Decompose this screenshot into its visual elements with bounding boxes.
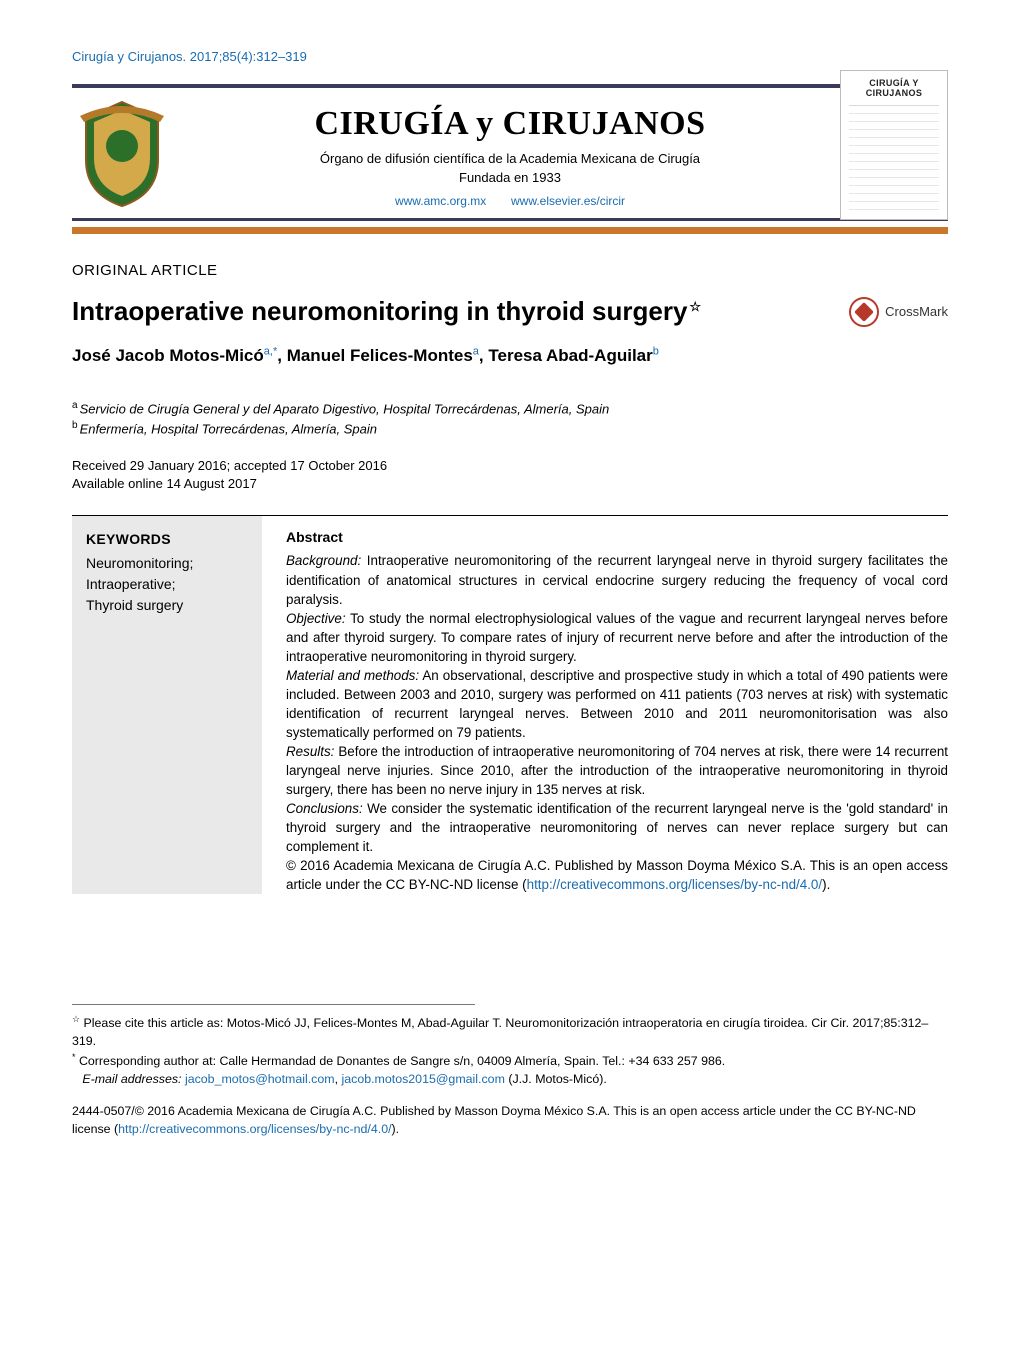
journal-link-1[interactable]: www.amc.org.mx [395, 194, 486, 208]
footnote-star-icon: ☆ [72, 1014, 80, 1024]
footnote-emails: E-mail addresses: jacob_motos@hotmail.co… [72, 1071, 948, 1089]
keywords-heading: KEYWORDS [86, 530, 248, 550]
journal-subtitle: Órgano de difusión científica de la Acad… [314, 150, 705, 168]
author-1: José Jacob Motos-Micó [72, 346, 264, 365]
abs-background: Intraoperative neuromonitoring of the re… [286, 553, 948, 606]
cover-thumb-title: CIRUGÍA Y CIRUJANOS [849, 79, 939, 99]
footnotes-separator [72, 1004, 475, 1005]
abs-background-label: Background: [286, 553, 361, 568]
article-title: Intraoperative neuromonitoring in thyroi… [72, 295, 701, 328]
article-type: ORIGINAL ARTICLE [72, 260, 948, 281]
abs-objective-label: Objective: [286, 611, 346, 626]
abstract-text: Background: Intraoperative neuromonitori… [286, 551, 948, 894]
keyword-3: Thyroid surgery [86, 595, 248, 616]
email-attr: (J.J. Motos-Micó). [505, 1072, 607, 1086]
crossmark-widget[interactable]: CrossMark [849, 297, 948, 327]
journal-cover-thumbnail: CIRUGÍA Y CIRUJANOS [840, 70, 948, 220]
affiliation-b: bEnfermería, Hospital Torrecárdenas, Alm… [72, 419, 948, 439]
article-title-text: Intraoperative neuromonitoring in thyroi… [72, 296, 687, 326]
journal-founded: Fundada en 1933 [314, 169, 705, 187]
available-online: Available online 14 August 2017 [72, 475, 948, 493]
abs-results: Before the introduction of intraoperativ… [286, 744, 948, 797]
copyright-license-link[interactable]: http://creativecommons.org/licenses/by-n… [118, 1122, 391, 1136]
abs-results-label: Results: [286, 744, 334, 759]
footnote-corresponding: * Corresponding author at: Calle Hermand… [72, 1051, 948, 1071]
affiliation-a: aServicio de Cirugía General y del Apara… [72, 399, 948, 419]
title-footnote-star: ☆ [689, 299, 701, 314]
article-history: Received 29 January 2016; accepted 17 Oc… [72, 457, 948, 493]
journal-title: CIRUGÍA y CIRUJANOS [314, 100, 705, 148]
journal-links: www.amc.org.mx www.elsevier.es/circir [314, 193, 705, 210]
author-1-aff: a, [264, 345, 273, 357]
abs-copyright-close: ). [822, 877, 830, 892]
abs-license-link[interactable]: http://creativecommons.org/licenses/by-n… [527, 877, 822, 892]
crossmark-icon [849, 297, 879, 327]
crossmark-label: CrossMark [885, 303, 948, 321]
academy-crest-icon [72, 94, 172, 214]
received-accepted: Received 29 January 2016; accepted 17 Oc… [72, 457, 948, 475]
email-1[interactable]: jacob_motos@hotmail.com [185, 1072, 335, 1086]
masthead: CIRUGÍA y CIRUJANOS Órgano de difusión c… [72, 84, 948, 221]
abs-conclusions-label: Conclusions: [286, 801, 363, 816]
footnote-cite-as: ☆ Please cite this article as: Motos-Mic… [72, 1013, 948, 1051]
copyright-text-2: ). [392, 1122, 400, 1136]
cover-thumb-body [849, 105, 939, 215]
author-3: Teresa Abad-Aguilar [488, 346, 652, 365]
email-label: E-mail addresses: [82, 1072, 181, 1086]
abstract-block: KEYWORDS Neuromonitoring; Intraoperative… [72, 515, 948, 894]
author-2: Manuel Felices-Montes [287, 346, 473, 365]
keyword-2: Intraoperative; [86, 574, 248, 595]
author-2-aff: a [473, 345, 479, 357]
email-2[interactable]: jacob.motos2015@gmail.com [341, 1072, 504, 1086]
abs-methods-label: Material and methods: [286, 668, 419, 683]
footnotes: ☆ Please cite this article as: Motos-Mic… [72, 1013, 948, 1089]
author-3-aff: b [653, 345, 659, 357]
author-1-corr: * [273, 345, 277, 357]
keyword-1: Neuromonitoring; [86, 553, 248, 574]
running-head: Cirugía y Cirujanos. 2017;85(4):312–319 [72, 48, 948, 66]
abstract-column: Abstract Background: Intraoperative neur… [286, 516, 948, 894]
page-copyright: 2444-0507/© 2016 Academia Mexicana de Ci… [72, 1103, 948, 1139]
abs-conclusions: We consider the systematic identificatio… [286, 801, 948, 854]
journal-link-2[interactable]: www.elsevier.es/circir [511, 194, 625, 208]
abs-objective: To study the normal electrophysiological… [286, 611, 948, 664]
keywords-column: KEYWORDS Neuromonitoring; Intraoperative… [72, 516, 262, 894]
authors: José Jacob Motos-Micóa,*, Manuel Felices… [72, 344, 948, 368]
masthead-accent-rule [72, 227, 948, 234]
affiliations: aServicio de Cirugía General y del Apara… [72, 399, 948, 438]
abstract-heading: Abstract [286, 528, 948, 548]
